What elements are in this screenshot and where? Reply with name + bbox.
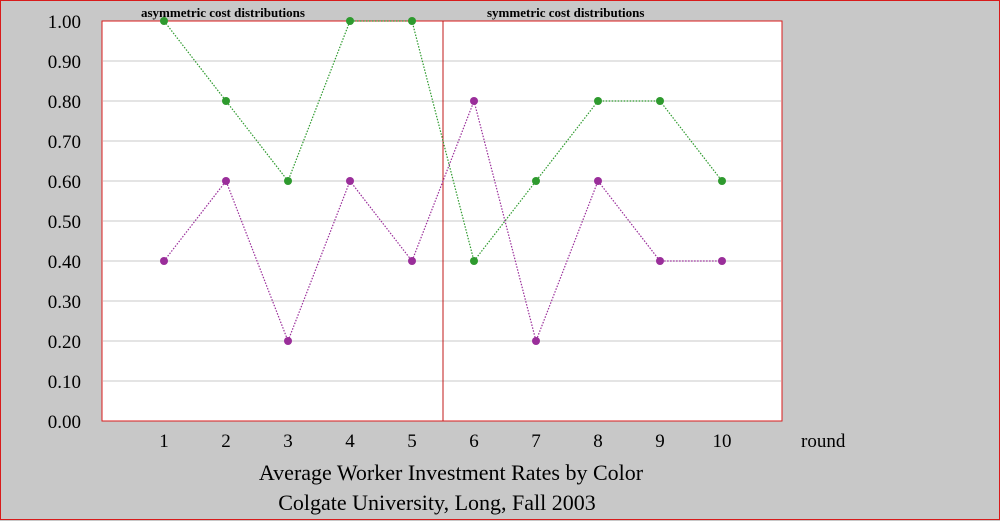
- y-tick-label: 0.80: [48, 92, 81, 113]
- y-tick-label: 0.40: [48, 252, 81, 273]
- x-axis-label: round: [801, 431, 846, 452]
- x-tick-label: 7: [531, 431, 541, 452]
- data-point: [160, 17, 168, 25]
- data-point: [346, 17, 354, 25]
- region-label-symmetric: symmetric cost distributions: [487, 5, 644, 20]
- x-tick-label: 5: [407, 431, 417, 452]
- gridlines: [103, 60, 781, 382]
- x-tick-label: 6: [469, 431, 479, 452]
- data-point: [718, 177, 726, 185]
- data-point: [222, 97, 230, 105]
- chart-subtitle: Colgate University, Long, Fall 2003: [278, 490, 596, 515]
- data-point: [408, 257, 416, 265]
- series-1: [160, 17, 726, 265]
- x-tick-label: 2: [221, 431, 231, 452]
- y-tick-label: 0.10: [48, 372, 81, 393]
- data-point: [594, 177, 602, 185]
- chart-title: Average Worker Investment Rates by Color: [259, 460, 644, 485]
- data-point: [718, 257, 726, 265]
- x-tick-label: 9: [655, 431, 665, 452]
- series-line: [163, 99, 722, 343]
- y-tick-label: 1.00: [48, 12, 81, 33]
- x-axis-ticks: 1 2 3 4 5 6 7 8 9 10: [159, 431, 731, 452]
- y-tick-label: 0.50: [48, 212, 81, 233]
- x-tick-label: 1: [159, 431, 169, 452]
- y-tick-label: 0.90: [48, 52, 81, 73]
- x-tick-label: 8: [593, 431, 603, 452]
- data-point: [346, 177, 354, 185]
- y-axis-ticks: 0.00 0.10 0.20 0.30 0.40 0.50 0.60 0.70 0.80 0.90…: [48, 12, 81, 433]
- x-tick-label: 3: [283, 431, 293, 452]
- data-point: [656, 257, 664, 265]
- y-tick-label: 0.30: [48, 292, 81, 313]
- data-point: [408, 17, 416, 25]
- x-tick-label: 4: [345, 431, 355, 452]
- series-2: [160, 97, 726, 345]
- y-tick-label: 0.60: [48, 172, 81, 193]
- series-group: [160, 17, 726, 345]
- data-point: [284, 177, 292, 185]
- data-point: [656, 97, 664, 105]
- data-point: [470, 257, 478, 265]
- y-tick-label: 0.00: [48, 412, 81, 433]
- data-point: [470, 97, 478, 105]
- region-label-asymmetric: asymmetric cost distributions: [141, 5, 305, 20]
- data-point: [160, 257, 168, 265]
- x-tick-label: 10: [713, 431, 732, 452]
- y-tick-label: 0.20: [48, 332, 81, 353]
- data-point: [532, 337, 540, 345]
- data-point: [284, 337, 292, 345]
- data-point: [222, 177, 230, 185]
- data-point: [532, 177, 540, 185]
- data-point: [594, 97, 602, 105]
- y-tick-label: 0.70: [48, 132, 81, 153]
